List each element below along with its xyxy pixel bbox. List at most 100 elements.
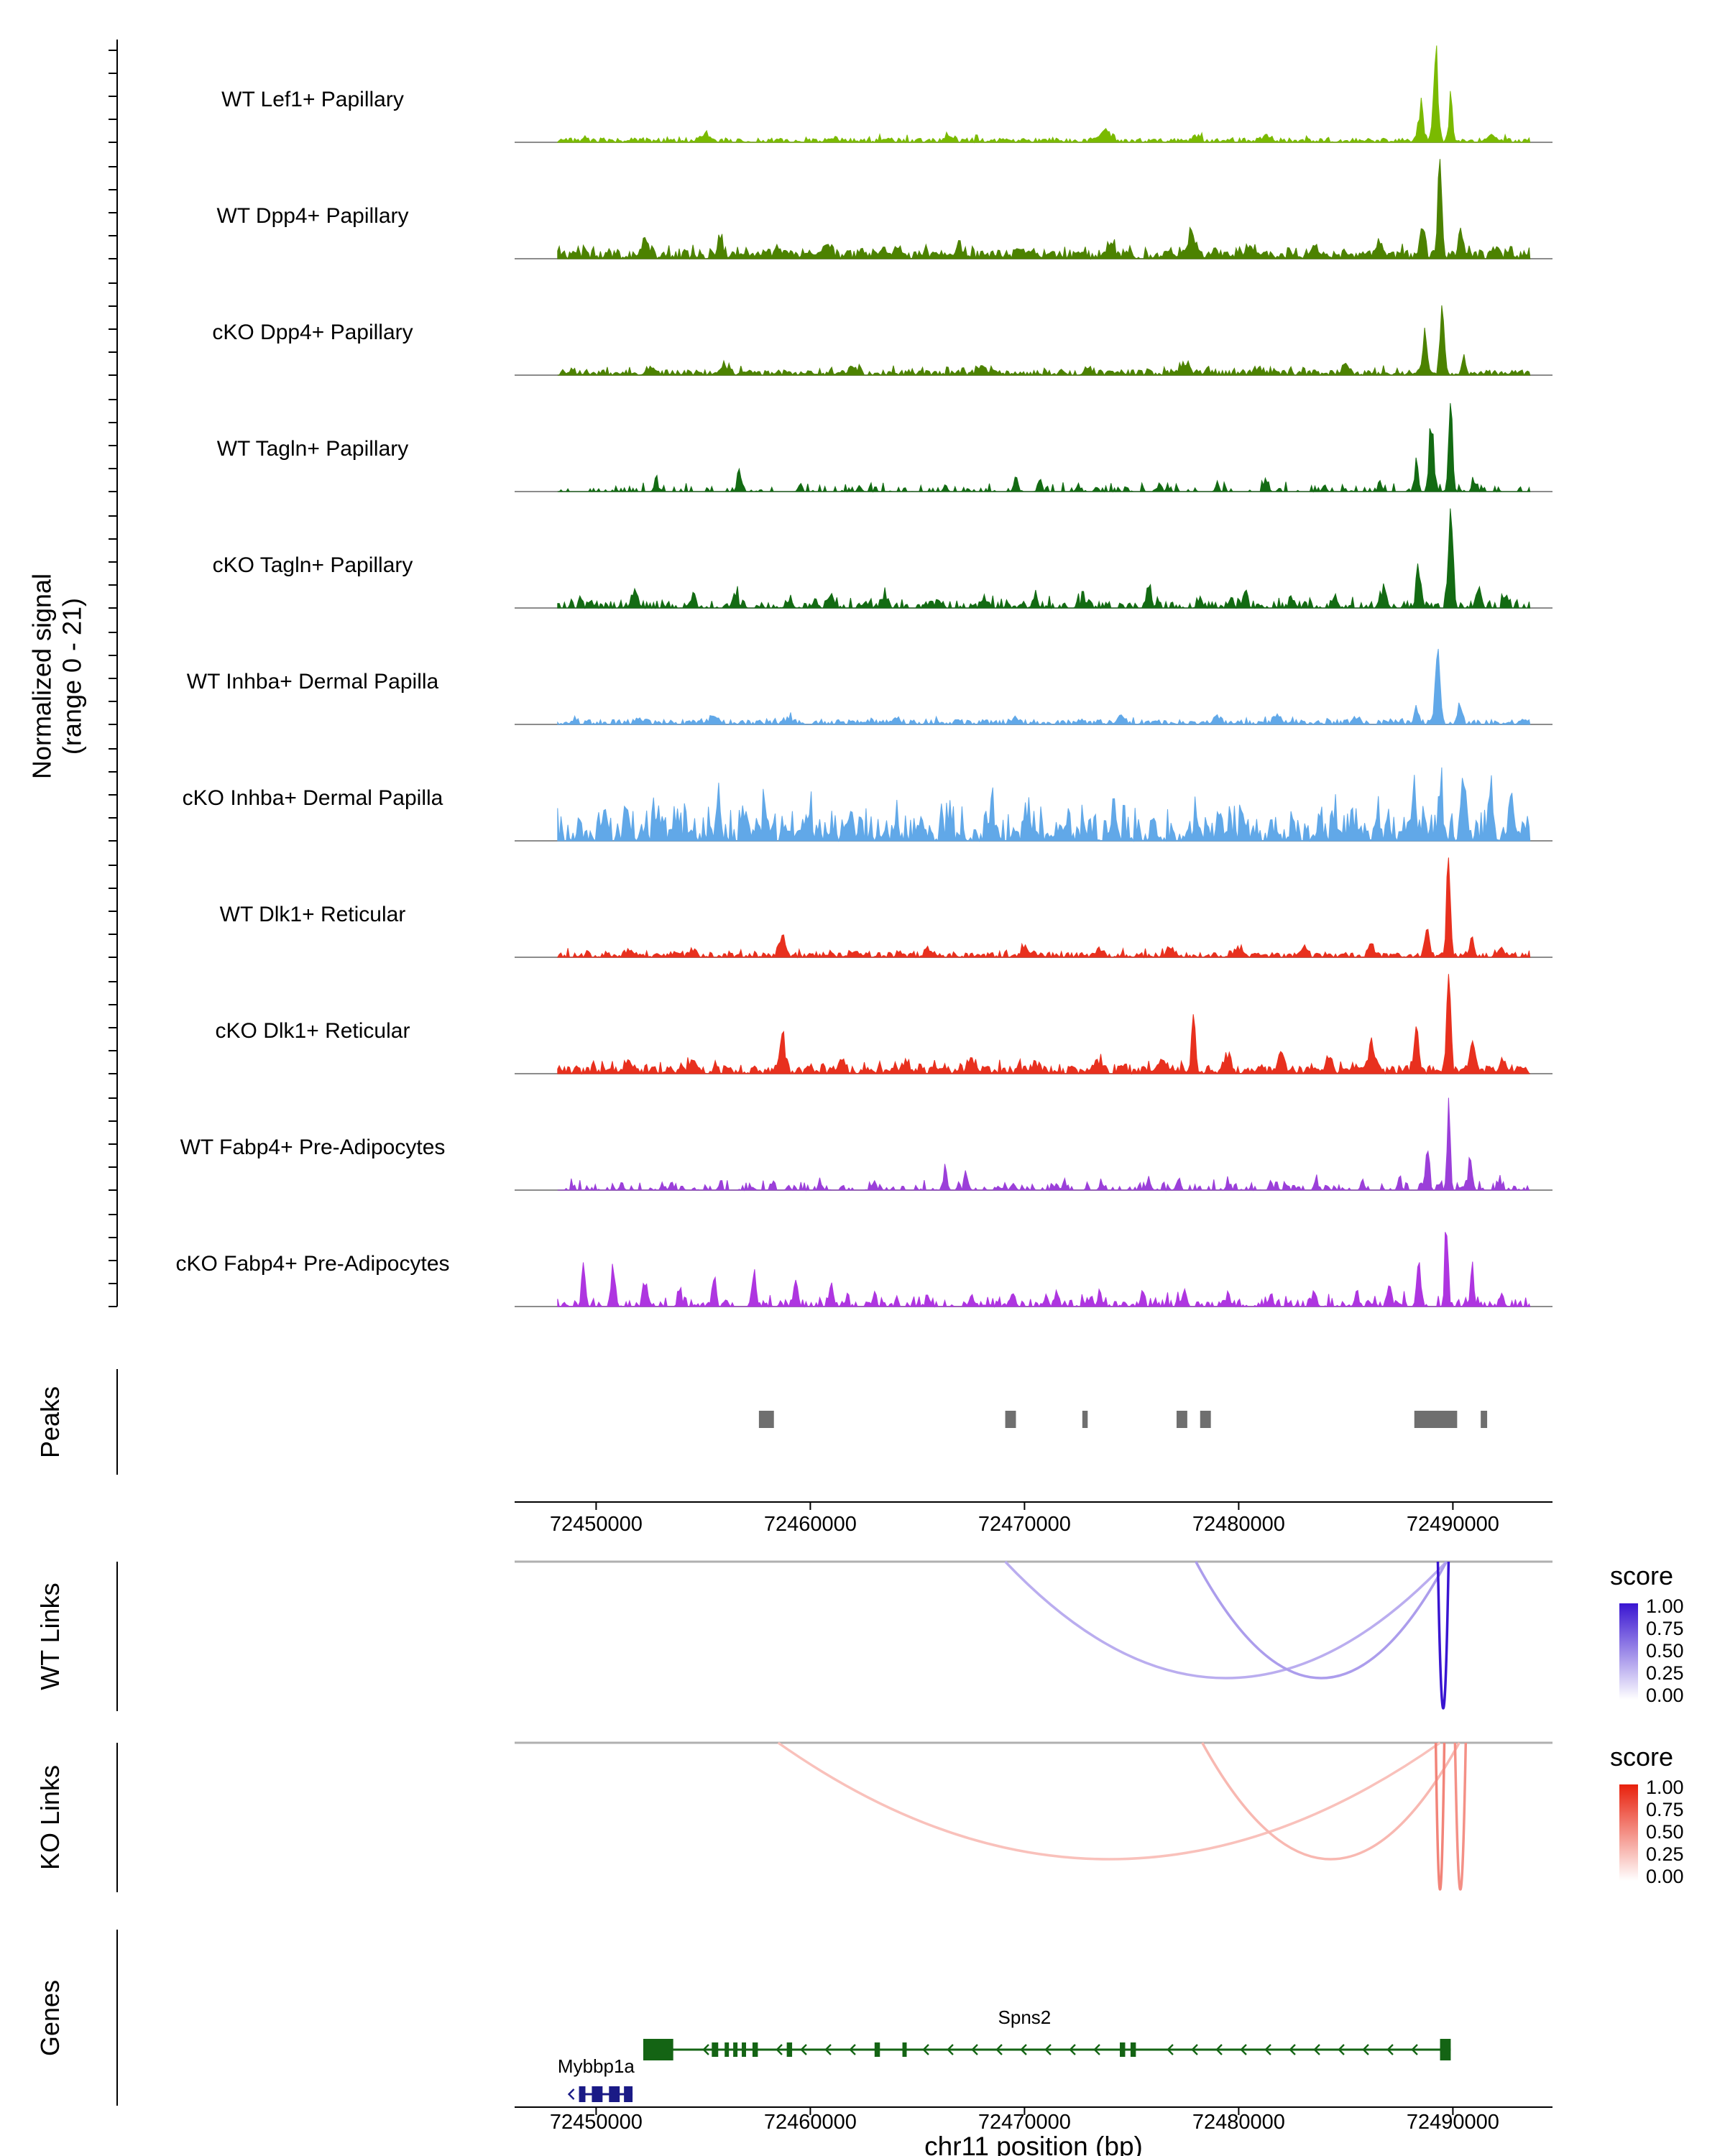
track-label: WT Fabp4+ Pre-Adipocytes bbox=[180, 1135, 446, 1159]
legend-tick-label: 0.00 bbox=[1646, 1685, 1684, 1706]
peak-interval-box bbox=[1414, 1411, 1458, 1428]
legend-tick-label: 0.50 bbox=[1646, 1640, 1684, 1662]
signal-track-6: WT Inhba+ Dermal Papilla bbox=[187, 648, 1552, 726]
peak-interval-box bbox=[1176, 1411, 1187, 1428]
gene-exon bbox=[1120, 2042, 1126, 2057]
strand-arrow bbox=[947, 2044, 954, 2055]
axis-tick-label: 72450000 bbox=[550, 1513, 643, 1536]
signal-track-9: cKO Dlk1+ Reticular bbox=[216, 974, 1552, 1075]
axis-tick-label: 72490000 bbox=[1407, 1513, 1499, 1536]
link-arc bbox=[1436, 1561, 1450, 1710]
strand-arrow bbox=[995, 2044, 1003, 2055]
gene-exon bbox=[579, 2086, 586, 2102]
signal-area bbox=[557, 648, 1531, 726]
strand-arrow bbox=[1362, 2044, 1369, 2055]
signal-area bbox=[557, 1232, 1531, 1308]
signal-y-axis bbox=[109, 40, 118, 1307]
gene-exon bbox=[752, 2042, 758, 2057]
strand-arrow bbox=[849, 2044, 856, 2055]
gene-exon bbox=[643, 2039, 673, 2060]
strand-arrow bbox=[1093, 2044, 1100, 2055]
legend-gradient-bar bbox=[1619, 1784, 1638, 1881]
peak-interval-box bbox=[758, 1411, 774, 1428]
strand-arrow bbox=[702, 2044, 709, 2055]
axis-tick-label: 72480000 bbox=[1192, 1513, 1285, 1536]
peak-interval-box bbox=[1005, 1411, 1016, 1428]
legend-tick-label: 1.00 bbox=[1646, 1595, 1684, 1617]
gene-exon bbox=[592, 2086, 603, 2102]
signal-area bbox=[557, 159, 1531, 260]
peak-interval-box bbox=[1082, 1411, 1088, 1428]
gene-exon bbox=[733, 2042, 738, 2057]
strand-arrow bbox=[1069, 2044, 1076, 2055]
gene-exon bbox=[786, 2042, 793, 2057]
axis-tick-label: 72470000 bbox=[978, 2111, 1071, 2134]
signal-track-5: cKO Tagln+ Papillary bbox=[213, 508, 1552, 609]
signal-axis-title: Normalized signal (range 0 - 21) bbox=[27, 573, 88, 779]
gene-exon bbox=[624, 2086, 633, 2102]
legend-tick-label: 0.50 bbox=[1646, 1821, 1684, 1843]
link-arc bbox=[1201, 1742, 1460, 1861]
genes-section-label: Genes bbox=[34, 1979, 65, 2057]
gene-exon bbox=[1130, 2042, 1136, 2057]
signal-area bbox=[557, 508, 1531, 609]
legend-tick-label: 0.25 bbox=[1646, 1662, 1684, 1684]
gene-mybbp1a: Mybbp1a bbox=[558, 2055, 635, 2102]
strand-arrow bbox=[1411, 2044, 1418, 2055]
strand-arrow bbox=[1020, 2044, 1027, 2055]
axis-tick-label: 72460000 bbox=[764, 2111, 857, 2134]
strand-arrow bbox=[1240, 2044, 1247, 2055]
link-arc bbox=[1453, 1742, 1468, 1891]
gene-name-label: Mybbp1a bbox=[558, 2055, 635, 2077]
axis-tick-label: 72480000 bbox=[1192, 2111, 1285, 2134]
track-label: WT Tagln+ Papillary bbox=[217, 437, 409, 461]
track-label: cKO Fabp4+ Pre-Adipocytes bbox=[175, 1252, 449, 1276]
gene-exon bbox=[712, 2042, 719, 2057]
strand-arrow bbox=[567, 2088, 575, 2100]
axis-tick-label: 72490000 bbox=[1407, 2111, 1499, 2134]
gene-exon bbox=[1440, 2039, 1451, 2060]
signal-axis-title-line1: Normalized signal bbox=[27, 573, 57, 780]
legend-tick-label: 1.00 bbox=[1646, 1777, 1684, 1798]
genome-axis-bottom: 72450000 72460000 72470000 72480000 72490000 bbox=[515, 2106, 1552, 2134]
gene-exon bbox=[724, 2042, 730, 2057]
wt-links-section-label: WT Links bbox=[34, 1583, 65, 1690]
link-arc bbox=[1195, 1561, 1448, 1680]
strand-arrow bbox=[1386, 2044, 1394, 2055]
legend-tick-label: 0.25 bbox=[1646, 1843, 1684, 1865]
signal-track-1: WT Lef1+ Papillary bbox=[221, 45, 1552, 144]
strand-arrow bbox=[922, 2044, 929, 2055]
strand-arrow bbox=[1215, 2044, 1223, 2055]
gene-exon bbox=[742, 2042, 746, 2057]
signal-track-7: cKO Inhba+ Dermal Papilla bbox=[183, 767, 1552, 842]
axis-tick-label: 72460000 bbox=[764, 1513, 857, 1536]
axis-tick-label: 72450000 bbox=[550, 2111, 643, 2134]
legend-tick-label: 0.00 bbox=[1646, 1866, 1684, 1887]
gene-spns2: Spns2 bbox=[643, 2007, 1451, 2060]
track-label: WT Lef1+ Papillary bbox=[221, 88, 404, 111]
track-label: WT Dpp4+ Papillary bbox=[216, 204, 408, 228]
track-label: cKO Tagln+ Papillary bbox=[213, 553, 413, 577]
signal-track-4: WT Tagln+ Papillary bbox=[217, 402, 1552, 493]
legend-tick-label: 0.75 bbox=[1646, 1799, 1684, 1820]
signal-track-8: WT Dlk1+ Reticular bbox=[220, 857, 1552, 959]
genes-track: Spns2 Mybbp1a bbox=[116, 1930, 1451, 2106]
track-label: WT Dlk1+ Reticular bbox=[220, 903, 406, 926]
link-arc bbox=[1004, 1560, 1448, 1680]
strand-arrow bbox=[1044, 2044, 1052, 2055]
wt-links-panel: score 1.000.750.500.250.00 bbox=[116, 1560, 1684, 1711]
strand-arrow bbox=[776, 2044, 783, 2055]
track-label: cKO Dpp4+ Papillary bbox=[212, 321, 413, 344]
strand-arrow bbox=[1289, 2044, 1296, 2055]
legend-gradient-bar bbox=[1619, 1603, 1638, 1700]
gene-exon bbox=[874, 2042, 880, 2057]
genome-axis-top: 72450000 72460000 72470000 72480000 72490000 bbox=[515, 1501, 1552, 1536]
strand-arrow bbox=[824, 2044, 832, 2055]
link-arc bbox=[1434, 1742, 1446, 1891]
strand-arrow bbox=[800, 2044, 807, 2055]
strand-arrow bbox=[1338, 2044, 1345, 2055]
strand-arrow bbox=[1167, 2044, 1174, 2055]
signal-area bbox=[557, 305, 1531, 377]
